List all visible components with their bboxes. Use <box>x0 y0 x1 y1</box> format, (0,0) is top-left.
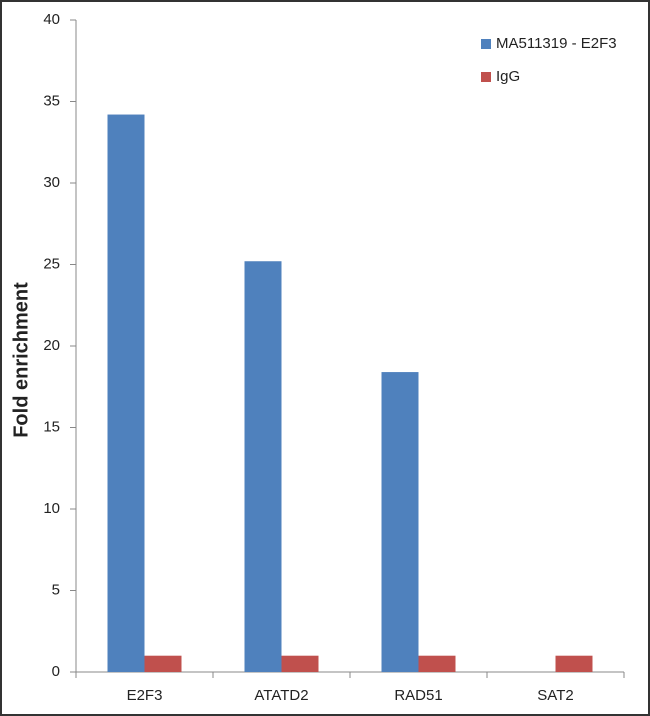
y-tick-label: 30 <box>43 174 60 191</box>
x-tick-label: ATATD2 <box>254 687 308 704</box>
bar <box>107 114 145 673</box>
bar <box>555 655 593 672</box>
x-tick-label: E2F3 <box>127 687 163 704</box>
y-tick-label: 40 <box>43 11 60 28</box>
x-tick-label: RAD51 <box>394 687 442 704</box>
bar <box>381 372 419 672</box>
bar <box>144 655 182 672</box>
bar <box>244 261 282 672</box>
y-tick-label: 20 <box>43 337 60 354</box>
y-tick-label: 25 <box>43 255 60 272</box>
y-tick-label: 0 <box>52 663 60 680</box>
bar <box>418 655 456 672</box>
legend-label: MA511319 - E2F3 <box>496 35 617 52</box>
x-tick-label: SAT2 <box>537 687 573 704</box>
legend-swatch <box>481 72 491 82</box>
y-tick-label: 5 <box>52 581 60 598</box>
legend-label: IgG <box>496 68 520 85</box>
y-tick-label: 35 <box>43 92 60 109</box>
legend-swatch <box>481 39 491 49</box>
y-tick-label: 10 <box>43 500 60 517</box>
bar <box>281 655 319 672</box>
y-tick-label: 15 <box>43 418 60 435</box>
y-axis-title: Fold enrichment <box>10 282 32 438</box>
